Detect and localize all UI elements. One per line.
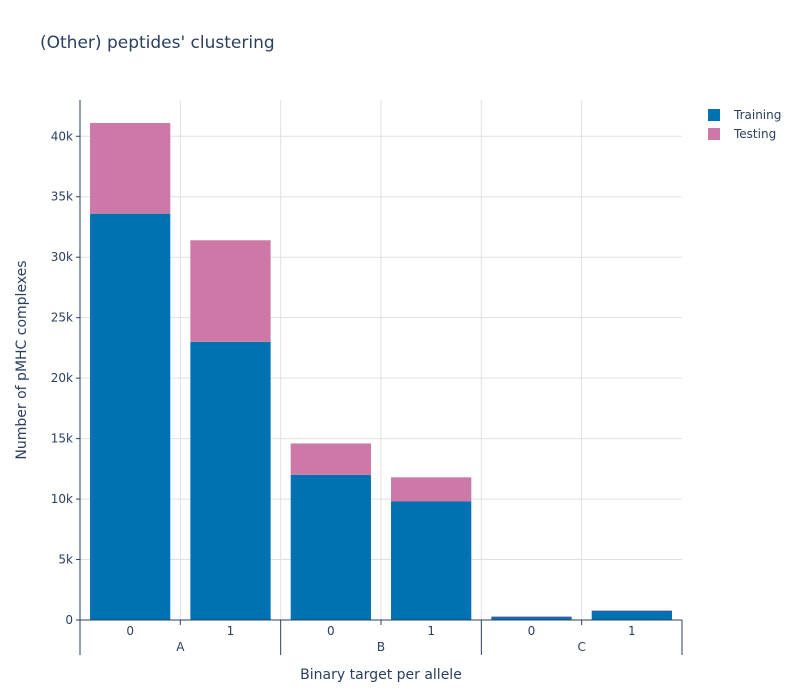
- x-tick-label: 1: [227, 624, 235, 638]
- y-tick-label: 15k: [51, 432, 73, 446]
- bar-testing-A-1: [190, 240, 271, 342]
- x-tick-label: 0: [327, 624, 335, 638]
- x-tick-label: 1: [427, 624, 435, 638]
- x-tick-label: 0: [528, 624, 536, 638]
- x-group-label: A: [176, 640, 185, 654]
- chart-title: (Other) peptides' clustering: [40, 33, 275, 53]
- bar-testing-C-1: [591, 610, 672, 611]
- bar-testing-C-0: [491, 616, 572, 617]
- y-tick-label: 20k: [51, 371, 73, 385]
- y-tick-label: 35k: [51, 190, 73, 204]
- legend-label-training: Training: [733, 108, 781, 122]
- x-tick-label: 0: [126, 624, 134, 638]
- x-tick-label: 1: [628, 624, 636, 638]
- bar-testing-B-0: [290, 443, 371, 475]
- bar-training-A-1: [190, 341, 271, 620]
- bar-training-C-0: [491, 616, 572, 620]
- x-group-label: B: [377, 640, 385, 654]
- y-tick-label: 10k: [51, 492, 73, 506]
- bar-training-B-0: [290, 474, 371, 620]
- x-group-label: C: [577, 640, 585, 654]
- legend-swatch-training: [708, 109, 720, 121]
- bar-training-B-1: [391, 501, 472, 620]
- y-tick-label: 0: [65, 613, 73, 627]
- y-tick-label: 5k: [58, 553, 73, 567]
- legend-label-testing: Testing: [733, 127, 776, 141]
- y-tick-label: 40k: [51, 129, 73, 143]
- x-axis-title: Binary target per allele: [300, 667, 462, 683]
- y-tick-label: 30k: [51, 250, 73, 264]
- bar-training-C-1: [591, 610, 672, 620]
- bar-testing-B-1: [391, 477, 472, 502]
- y-tick-label: 25k: [51, 311, 73, 325]
- y-axis-title: Number of pMHC complexes: [14, 260, 30, 459]
- bar-testing-A-0: [90, 122, 171, 214]
- bar-training-A-0: [90, 213, 171, 620]
- legend-swatch-testing: [708, 128, 720, 140]
